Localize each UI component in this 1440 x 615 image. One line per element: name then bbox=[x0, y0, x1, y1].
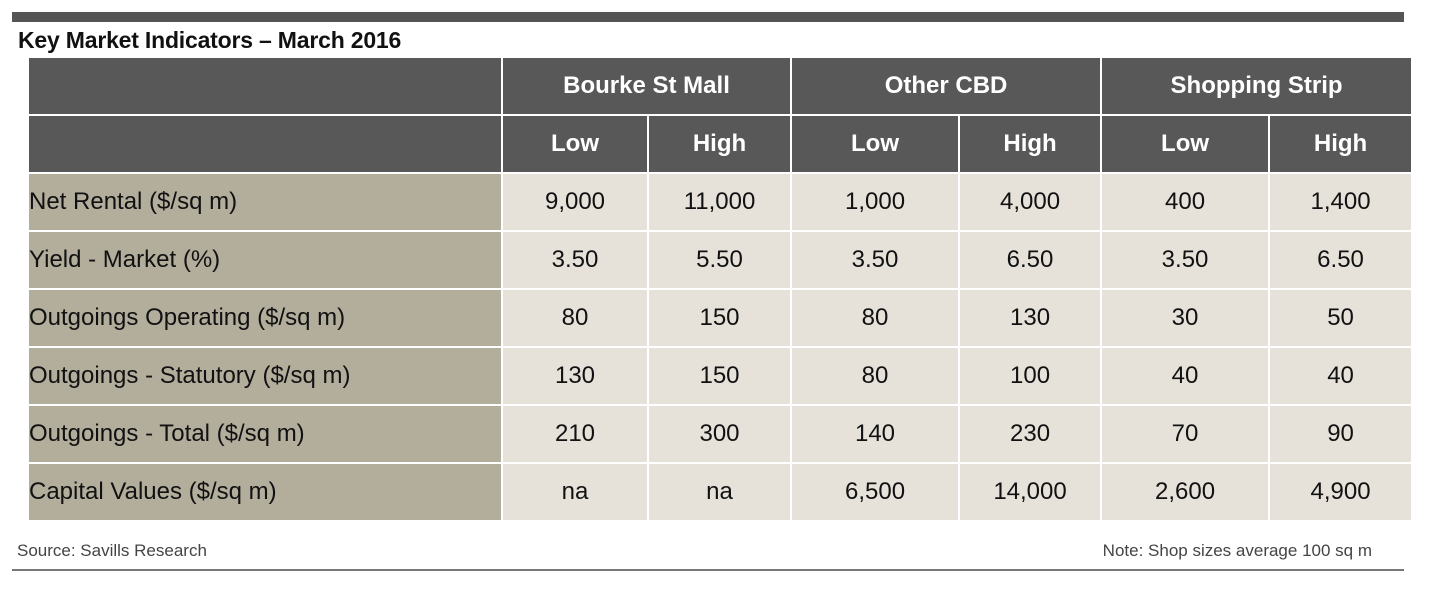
table-cell: 11,000 bbox=[646, 172, 793, 232]
table-cell: 9,000 bbox=[501, 172, 649, 232]
table-cell: 150 bbox=[646, 288, 793, 348]
sub-header: High bbox=[646, 114, 793, 174]
row-label: Outgoings Operating ($/sq m) bbox=[27, 288, 503, 348]
market-indicators-table: Bourke St Mall Other CBD Shopping Strip … bbox=[27, 56, 1414, 522]
table-cell: 130 bbox=[958, 288, 1103, 348]
table-cell: 130 bbox=[501, 346, 649, 406]
table-cell: 3.50 bbox=[501, 230, 649, 290]
table-cell: na bbox=[646, 462, 793, 522]
table-cell: 70 bbox=[1100, 404, 1271, 464]
table-cell: 4,900 bbox=[1268, 462, 1414, 522]
group-header: Shopping Strip bbox=[1100, 56, 1414, 116]
table-cell: 150 bbox=[646, 346, 793, 406]
table-row: Capital Values ($/sq m) na na 6,500 14,0… bbox=[27, 462, 1414, 522]
table-cell: 80 bbox=[790, 346, 961, 406]
table-cell: 40 bbox=[1268, 346, 1414, 406]
table-row: Outgoings - Total ($/sq m) 210 300 140 2… bbox=[27, 404, 1414, 464]
row-label: Outgoings - Statutory ($/sq m) bbox=[27, 346, 503, 406]
table-cell: 2,600 bbox=[1100, 462, 1271, 522]
table-row: Net Rental ($/sq m) 9,000 11,000 1,000 4… bbox=[27, 172, 1414, 232]
row-label: Outgoings - Total ($/sq m) bbox=[27, 404, 503, 464]
table-cell: 3.50 bbox=[1100, 230, 1271, 290]
table-cell: na bbox=[501, 462, 649, 522]
table-cell: 1,400 bbox=[1268, 172, 1414, 232]
row-label: Net Rental ($/sq m) bbox=[27, 172, 503, 232]
group-header: Bourke St Mall bbox=[500, 56, 793, 116]
table-cell: 6,500 bbox=[790, 462, 961, 522]
table-cell: 210 bbox=[501, 404, 649, 464]
table-cell: 3.50 bbox=[790, 230, 961, 290]
sub-header: Low bbox=[501, 114, 649, 174]
table-row: Yield - Market (%) 3.50 5.50 3.50 6.50 3… bbox=[27, 230, 1414, 290]
table-cell: 40 bbox=[1100, 346, 1271, 406]
table-row: Outgoings Operating ($/sq m) 80 150 80 1… bbox=[27, 288, 1414, 348]
table-cell: 80 bbox=[501, 288, 649, 348]
sub-header: Low bbox=[1100, 114, 1271, 174]
table-cell: 100 bbox=[958, 346, 1103, 406]
sub-header: Low bbox=[790, 114, 961, 174]
table-row: Outgoings - Statutory ($/sq m) 130 150 8… bbox=[27, 346, 1414, 406]
table-cell: 4,000 bbox=[958, 172, 1103, 232]
table-cell: 140 bbox=[790, 404, 961, 464]
table-cell: 30 bbox=[1100, 288, 1271, 348]
corner-header bbox=[27, 114, 503, 174]
size-note: Note: Shop sizes average 100 sq m bbox=[1102, 541, 1372, 560]
table-cell: 1,000 bbox=[790, 172, 961, 232]
table-cell: 90 bbox=[1268, 404, 1414, 464]
table-cell: 5.50 bbox=[646, 230, 793, 290]
table-cell: 50 bbox=[1268, 288, 1414, 348]
sub-header: High bbox=[958, 114, 1103, 174]
table-title: Key Market Indicators – March 2016 bbox=[18, 27, 402, 53]
group-header-row: Bourke St Mall Other CBD Shopping Strip bbox=[27, 56, 1414, 116]
table-cell: 230 bbox=[958, 404, 1103, 464]
top-rule bbox=[12, 12, 1404, 22]
row-label: Yield - Market (%) bbox=[27, 230, 503, 290]
sub-header-row: Low High Low High Low High bbox=[27, 114, 1414, 174]
row-label: Capital Values ($/sq m) bbox=[27, 462, 503, 522]
sub-header: High bbox=[1268, 114, 1414, 174]
bottom-rule bbox=[12, 569, 1404, 571]
table-cell: 6.50 bbox=[958, 230, 1103, 290]
table-cell: 80 bbox=[790, 288, 961, 348]
table-cell: 400 bbox=[1100, 172, 1271, 232]
table-cell: 6.50 bbox=[1268, 230, 1414, 290]
table-cell: 14,000 bbox=[958, 462, 1103, 522]
group-header: Other CBD bbox=[790, 56, 1103, 116]
table-cell: 300 bbox=[646, 404, 793, 464]
source-note: Source: Savills Research bbox=[17, 541, 207, 560]
corner-header bbox=[27, 56, 503, 116]
